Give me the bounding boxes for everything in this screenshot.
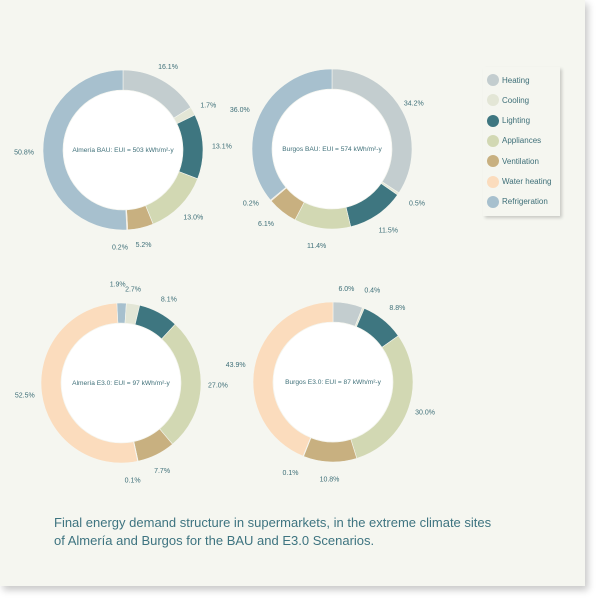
chart-title: Almería BAU: EUI = 503 kWh/m²-y	[72, 147, 174, 154]
legend-item-appliances: Appliances	[487, 134, 541, 148]
chart-title: Burgos E3.0: EUI = 87 kWh/m²-y	[285, 379, 382, 386]
donut-chart-3: 1.9%2.7% 8.1% 27.0% 7.7% 0.1% 52.5% Almería E3…	[15, 282, 228, 485]
value-label: 7.7%	[154, 468, 170, 475]
slice-water-heating	[40, 302, 138, 464]
legend-label: Heating	[502, 75, 530, 85]
donut-hole	[273, 322, 393, 442]
legend-label: Water heating	[502, 177, 552, 186]
legend-item-ventilation: Ventilation	[487, 154, 539, 168]
donut-chart-4: 6.0% 0.4% 8.8% 30.0% 10.8% 0.1% 43.9% Burgos E3…	[226, 286, 435, 483]
slice-water-heating	[252, 301, 334, 457]
value-label: 34.2%	[404, 100, 424, 107]
caption-line-2: of Almería and Burgos for the BAU and E3…	[54, 533, 375, 548]
value-label: 1.9%	[110, 282, 126, 289]
value-label: 30.0%	[415, 409, 435, 416]
value-label: 27.0%	[208, 383, 228, 390]
legend-item-heating: Heating	[487, 73, 530, 87]
slice-refrigeration	[42, 69, 128, 231]
legend-label: Lighting	[502, 116, 531, 126]
value-label: 6.0%	[338, 286, 354, 293]
legend-item-lighting: Lighting	[487, 114, 530, 128]
value-label: 11.5%	[379, 227, 398, 234]
donut-chart-2: 34.2% 0.5% 11.5% 11.4% 6.1% 0.2% 36.0% Burgos B…	[230, 68, 425, 250]
legend-item-refrigeration: Refrigeration	[487, 195, 548, 209]
donut-hole	[61, 323, 181, 443]
value-label: 8.1%	[161, 296, 177, 303]
caption-line-1: Final energy demand structure in superma…	[54, 515, 492, 530]
value-label: 52.5%	[15, 393, 35, 400]
donut-hole	[63, 90, 183, 210]
value-label: 0.5%	[409, 201, 425, 208]
legend-label: Appliances	[502, 136, 542, 146]
value-label: 11.4%	[307, 243, 326, 250]
value-label: 1.7%	[200, 102, 216, 109]
value-label: 0.1%	[283, 470, 299, 477]
legend-swatch-icon	[487, 175, 499, 188]
value-label: 16.1%	[158, 64, 178, 71]
value-label: 2.7%	[125, 287, 141, 294]
figure-caption: Final energy demand structure in superma…	[54, 514, 554, 550]
value-label: 13.1%	[212, 144, 232, 151]
chart-title: Burgos BAU: EUI = 574 kWh/m²-y	[282, 146, 382, 153]
legend-item-cooling: Cooling	[487, 93, 529, 107]
value-label: 0.2%	[243, 200, 259, 207]
value-label: 5.2%	[136, 242, 152, 249]
donut-charts: 16.1% 1.7% 13.1% 13.0% 5.2% 0.2% 50.8% Almería …	[14, 64, 435, 485]
value-label: 13.0%	[183, 215, 203, 222]
value-label: 8.8%	[389, 305, 405, 312]
legend-swatch-icon	[487, 94, 499, 107]
legend-label: Ventilation	[502, 156, 539, 166]
value-label: 6.1%	[258, 221, 274, 228]
value-label: 0.2%	[112, 244, 128, 251]
legend-swatch-icon	[487, 155, 499, 168]
value-label: 10.8%	[320, 476, 340, 483]
legend: Heating Cooling Lighting Appliances Ventilat…	[483, 67, 560, 216]
value-label: 0.4%	[364, 287, 380, 294]
legend-swatch-icon	[487, 114, 499, 127]
value-label: 0.1%	[125, 477, 141, 484]
legend-label: Refrigeration	[502, 197, 548, 207]
legend-swatch-icon	[487, 74, 499, 86]
legend-swatch-icon	[487, 134, 499, 147]
slice-refrigeration	[251, 68, 333, 201]
page: 16.1% 1.7% 13.1% 13.0% 5.2% 0.2% 50.8% Almería …	[0, 0, 585, 586]
legend-swatch-icon	[487, 195, 499, 208]
value-label: 43.9%	[226, 362, 246, 369]
donut-chart-1: 16.1% 1.7% 13.1% 13.0% 5.2% 0.2% 50.8% Almería …	[14, 64, 232, 251]
donut-hole	[272, 89, 392, 209]
legend-label: Cooling	[502, 95, 530, 105]
value-label: 36.0%	[230, 107, 250, 114]
legend-item-water-heating: Water heating	[487, 175, 552, 189]
value-label: 50.8%	[14, 150, 34, 157]
chart-title: Almería E3.0: EUI = 97 kWh/m²-y	[72, 380, 170, 387]
